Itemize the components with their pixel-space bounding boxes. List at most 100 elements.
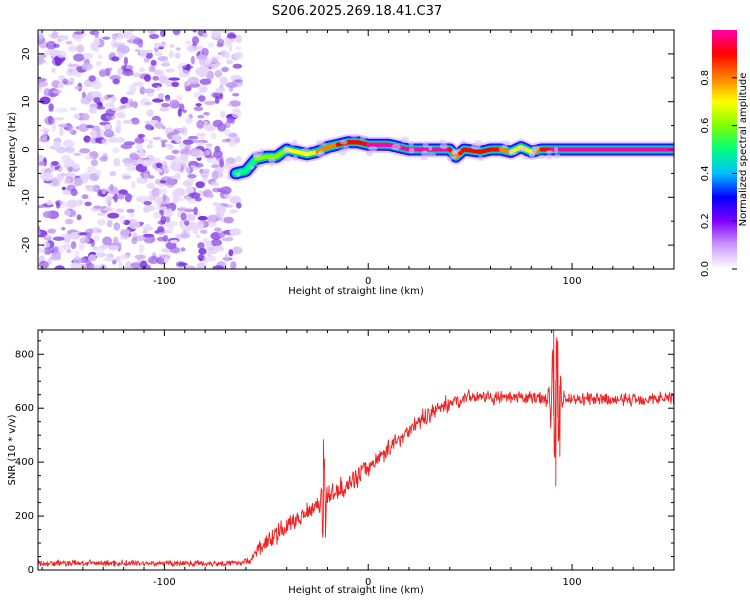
noise-blob [74,86,82,90]
noise-blob [119,215,126,225]
noise-blob [68,63,80,68]
noise-blob [54,265,65,269]
noise-blob [118,52,123,60]
noise-blob [229,195,242,205]
noise-blob [182,139,194,145]
noise-blob [64,172,77,179]
noise-blob [178,69,191,78]
noise-blob [229,228,242,236]
noise-blob [113,222,121,231]
noise-blob [146,30,151,33]
noise-blob [79,237,90,244]
noise-blob [79,173,89,180]
noise-blob [92,246,98,251]
noise-blob [171,149,180,154]
noise-blob [122,157,134,164]
noise-blob [123,31,134,40]
noise-blob [143,172,149,180]
noise-blob [232,63,243,69]
noise-blob [180,247,186,252]
noise-blob [63,178,71,184]
noise-blob [116,119,122,129]
noise-blob [209,193,214,199]
noise-blob [155,202,162,211]
noise-blob [198,95,206,102]
noise-blob [216,42,224,48]
noise-blob [104,124,111,130]
noise-blob [156,168,163,173]
noise-blob [64,146,76,154]
signal-halo [460,140,466,144]
noise-blob [70,188,78,197]
noise-blob [81,194,89,200]
noise-blob [165,155,176,161]
noise-blob [52,89,62,94]
noise-blob [172,189,181,199]
noise-blob [190,222,199,230]
noise-blob [184,40,192,45]
noise-blob [51,252,61,258]
y-tick-label: -20 [21,237,32,253]
signal-halo [520,146,527,152]
noise-blob [38,154,45,162]
noise-blob [222,162,232,170]
noise-blob [208,221,217,228]
noise-blob [166,208,173,218]
noise-blob [148,65,156,73]
noise-blob [195,103,202,107]
noise-blob [124,193,132,203]
noise-blob [66,249,72,254]
noise-blob [160,139,168,143]
noise-blob [172,30,181,36]
y-tick-label: 20 [21,48,32,61]
noise-blob [64,218,74,225]
noise-blob [94,169,102,177]
noise-blob [42,172,54,182]
signal-halo [451,148,461,153]
signal-halo [289,142,297,147]
noise-blob [130,262,142,269]
noise-blob [112,147,120,154]
noise-blob [205,240,212,248]
signal-halo [420,156,428,161]
signal-halo [553,146,559,154]
noise-blob [150,59,157,66]
noise-blob [38,56,45,65]
noise-blob [165,68,175,73]
noise-blob [142,230,148,234]
noise-blob [175,138,182,144]
signal-halo [400,136,410,143]
noise-blob [174,52,181,59]
noise-blob [205,58,212,68]
noise-blob [219,77,228,86]
noise-blob [124,261,133,269]
noise-blob [66,68,78,76]
noise-blob [109,184,114,191]
noise-blob [115,112,126,119]
noise-blob [38,229,41,236]
colorbar-label: Normalized spectral amplitude [738,73,749,227]
noise-blob [111,96,117,103]
noise-blob [228,249,234,257]
noise-blob [101,188,107,195]
noise-blob [62,243,72,250]
signal-halo [236,172,241,177]
noise-blob [78,241,85,251]
noise-blob [153,196,163,204]
noise-blob [123,141,136,146]
noise-blob [88,106,97,114]
noise-blob [190,55,195,65]
noise-blob [202,32,208,38]
figure-title: S206.2025.269.18.41.C37 [272,4,442,19]
noise-blob [201,47,209,57]
signal-halo [440,139,446,143]
noise-blob [143,88,156,94]
noise-blob [197,220,205,229]
noise-blob [83,135,91,143]
noise-blob [207,214,219,224]
noise-blob [164,216,171,223]
noise-blob [189,147,201,157]
noise-blob [143,201,152,206]
noise-blob [203,112,210,116]
